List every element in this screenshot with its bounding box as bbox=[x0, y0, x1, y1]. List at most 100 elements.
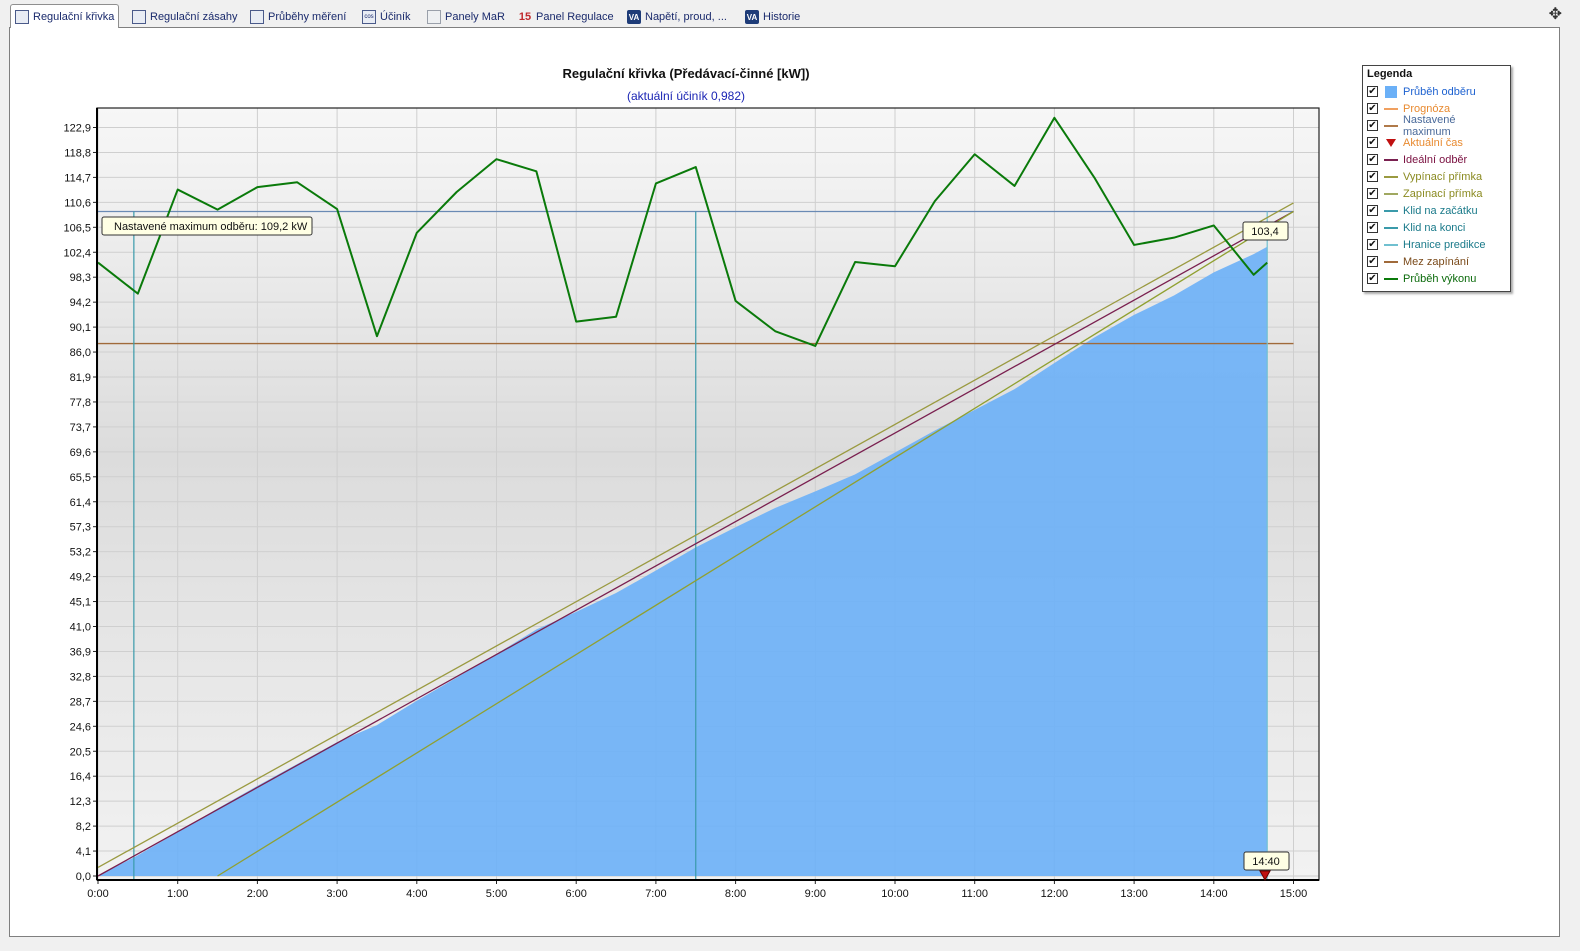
legend-checkbox[interactable]: ✔ bbox=[1367, 85, 1378, 97]
tab-napeti-proud[interactable]: VA Napětí, proud, ... bbox=[623, 7, 731, 27]
legend-label: Hranice predikce bbox=[1403, 238, 1486, 251]
legend-item[interactable]: ✔ Klid na začátku bbox=[1367, 202, 1506, 219]
legend-checkbox[interactable]: ✔ bbox=[1367, 153, 1378, 165]
legend-title: Legenda bbox=[1367, 68, 1413, 80]
tab-panel-regulace[interactable]: 15 Panel Regulace bbox=[514, 7, 618, 27]
value-callout-box bbox=[1242, 221, 1289, 241]
legend-item[interactable]: ✔ Ideální odběr bbox=[1367, 151, 1506, 168]
tab-historie[interactable]: VA Historie bbox=[741, 7, 804, 27]
series-zapinaci-primka bbox=[217, 210, 1294, 877]
legend-checkbox[interactable]: ✔ bbox=[1367, 204, 1378, 216]
legend-symbol-icon bbox=[1383, 171, 1399, 183]
legend-item[interactable]: ✔ Nastavené maximum bbox=[1367, 114, 1506, 138]
x-tick-label: 13:00 bbox=[1120, 888, 1148, 900]
legend-checkbox[interactable]: ✔ bbox=[1367, 238, 1378, 250]
legend-symbol-icon bbox=[1383, 222, 1399, 234]
y-tick-label: 12,3 bbox=[70, 796, 91, 808]
y-tick-label: 94,2 bbox=[70, 297, 91, 309]
legend-checkbox[interactable]: ✔ bbox=[1367, 119, 1378, 131]
legend-item[interactable]: ✔ Průběh odběru bbox=[1367, 83, 1506, 100]
legend-item[interactable]: ✔ Klid na konci bbox=[1367, 219, 1506, 236]
y-tick-label: 73,7 bbox=[70, 422, 91, 434]
axes: 0:00 1:00 2:00 3:00 4:00 5:00 6:00 7:00 8:00 9:00… bbox=[63, 107, 1320, 900]
grid-icon bbox=[250, 10, 264, 24]
legend-label: Aktuální čas bbox=[1403, 136, 1463, 149]
y-tick-label: 20,5 bbox=[70, 746, 91, 758]
y-tick-label: 77,8 bbox=[70, 397, 91, 409]
x-tick-label: 0:00 bbox=[87, 888, 108, 900]
x-tick-label: 14:00 bbox=[1200, 888, 1228, 900]
legend-item[interactable]: ✔ Zapínací přímka bbox=[1367, 185, 1506, 202]
legend-label: Klid na začátku bbox=[1403, 204, 1478, 217]
legend-item[interactable]: ✔ Průběh výkonu bbox=[1367, 270, 1506, 287]
y-tick-label: 0,0 bbox=[76, 871, 91, 883]
tab-label: Napětí, proud, ... bbox=[645, 11, 727, 23]
tab-label: Regulační křivka bbox=[33, 10, 115, 23]
legend-item[interactable]: ✔ Prognóza bbox=[1367, 100, 1506, 117]
legend-item[interactable]: ✔ Vypínací přímka bbox=[1367, 168, 1506, 185]
y-tick-label: 118,8 bbox=[64, 147, 91, 159]
move-icon[interactable]: ✥ bbox=[1548, 6, 1562, 23]
tab-panely-mar[interactable]: Panely MaR bbox=[423, 7, 509, 27]
y-tick-label: 122,9 bbox=[63, 123, 91, 135]
legend-item[interactable]: ✔ Aktuální čas bbox=[1367, 134, 1506, 151]
y-tick-label: 45,1 bbox=[70, 597, 91, 609]
legend-symbol-icon bbox=[1383, 188, 1399, 200]
va-icon: VA bbox=[627, 10, 641, 24]
legend-symbol-icon bbox=[1383, 103, 1399, 115]
series-prubeh-odberu-area bbox=[98, 246, 1268, 876]
x-tick-label: 5:00 bbox=[486, 888, 507, 900]
legend-symbol-icon bbox=[1383, 239, 1399, 251]
y-tick-label: 98,3 bbox=[70, 272, 91, 284]
legend-label: Nastavené maximum bbox=[1402, 113, 1456, 138]
legend-item[interactable]: ✔ Mez zapínání bbox=[1367, 253, 1506, 270]
tab-ucinik[interactable]: cos Účiník bbox=[358, 7, 415, 27]
legend-checkbox[interactable]: ✔ bbox=[1367, 221, 1378, 233]
annotations: Nastavené maximum odběru: 109,2 kW 103,4… bbox=[101, 216, 1290, 882]
tab-prubehy-mereni[interactable]: Průběhy měření bbox=[246, 7, 350, 27]
regulation-chart: Regulační křivka (Předávací-činné [kW]) … bbox=[63, 66, 1320, 900]
x-tick-label: 6:00 bbox=[565, 888, 586, 900]
y-tick-label: 86,0 bbox=[70, 347, 91, 359]
legend-checkbox[interactable]: ✔ bbox=[1367, 102, 1378, 114]
tab-label: Průběhy měření bbox=[268, 11, 347, 23]
legend-label: Vypínací přímka bbox=[1403, 170, 1483, 183]
y-tick-label: 24,6 bbox=[70, 721, 91, 733]
legend-checkbox[interactable]: ✔ bbox=[1367, 187, 1378, 199]
tab-bar: Regulační křivka Regulační zásahy Průběh… bbox=[0, 0, 1580, 28]
legend-symbol-icon bbox=[1383, 205, 1399, 217]
x-tick-label: 3:00 bbox=[326, 888, 347, 900]
y-tick-label: 114,7 bbox=[64, 172, 91, 184]
current-time-callout: 14:40 bbox=[1243, 851, 1290, 871]
current-value-label: 103,4 bbox=[1251, 226, 1279, 238]
legend-checkbox[interactable]: ✔ bbox=[1367, 272, 1378, 284]
legend-checkbox[interactable]: ✔ bbox=[1367, 136, 1378, 148]
y-tick-label: 102,4 bbox=[63, 247, 91, 259]
legend-item[interactable]: ✔ Hranice predikce bbox=[1367, 236, 1506, 253]
tab-regulacni-krivka[interactable]: Regulační křivka bbox=[10, 4, 120, 28]
y-tick-label: 90,1 bbox=[70, 322, 91, 334]
series-prubeh-vykonu bbox=[97, 116, 1268, 347]
max-callout-box bbox=[101, 216, 313, 236]
va-icon: VA bbox=[745, 10, 759, 24]
legend-label: Průběh odběru bbox=[1403, 85, 1476, 98]
y-tick-label: 36,9 bbox=[70, 646, 91, 658]
chart-panel: Regulační křivka (Předávací-činné [kW]) … bbox=[9, 27, 1560, 937]
legend-symbol-icon bbox=[1383, 154, 1399, 166]
x-tick-label: 11:00 bbox=[961, 888, 988, 900]
x-tick-label: 4:00 bbox=[406, 888, 427, 900]
legend-items: ✔ Průběh odběru ✔ Prognóza ✔ Nastavené maximu… bbox=[1367, 83, 1506, 287]
y-tick-label: 106,5 bbox=[63, 222, 91, 234]
x-tick-label: 12:00 bbox=[1041, 888, 1069, 900]
legend-symbol-icon bbox=[1383, 85, 1399, 98]
footer-bar bbox=[0, 940, 1580, 951]
legend-checkbox[interactable]: ✔ bbox=[1367, 170, 1378, 182]
tab-regulacni-zasahy[interactable]: Regulační zásahy bbox=[128, 7, 241, 27]
legend-label: Průběh výkonu bbox=[1403, 272, 1477, 285]
max-callout-label: Nastavené maximum odběru: 109,2 kW bbox=[114, 221, 308, 233]
legend: Legenda ✔ Průběh odběru ✔ Prognóza ✔ Nastaven… bbox=[1362, 65, 1511, 292]
legend-checkbox[interactable]: ✔ bbox=[1367, 255, 1378, 267]
y-tick-label: 28,7 bbox=[70, 696, 91, 708]
current-time-label: 14:40 bbox=[1252, 856, 1280, 868]
y-tick-label: 69,6 bbox=[70, 447, 91, 459]
